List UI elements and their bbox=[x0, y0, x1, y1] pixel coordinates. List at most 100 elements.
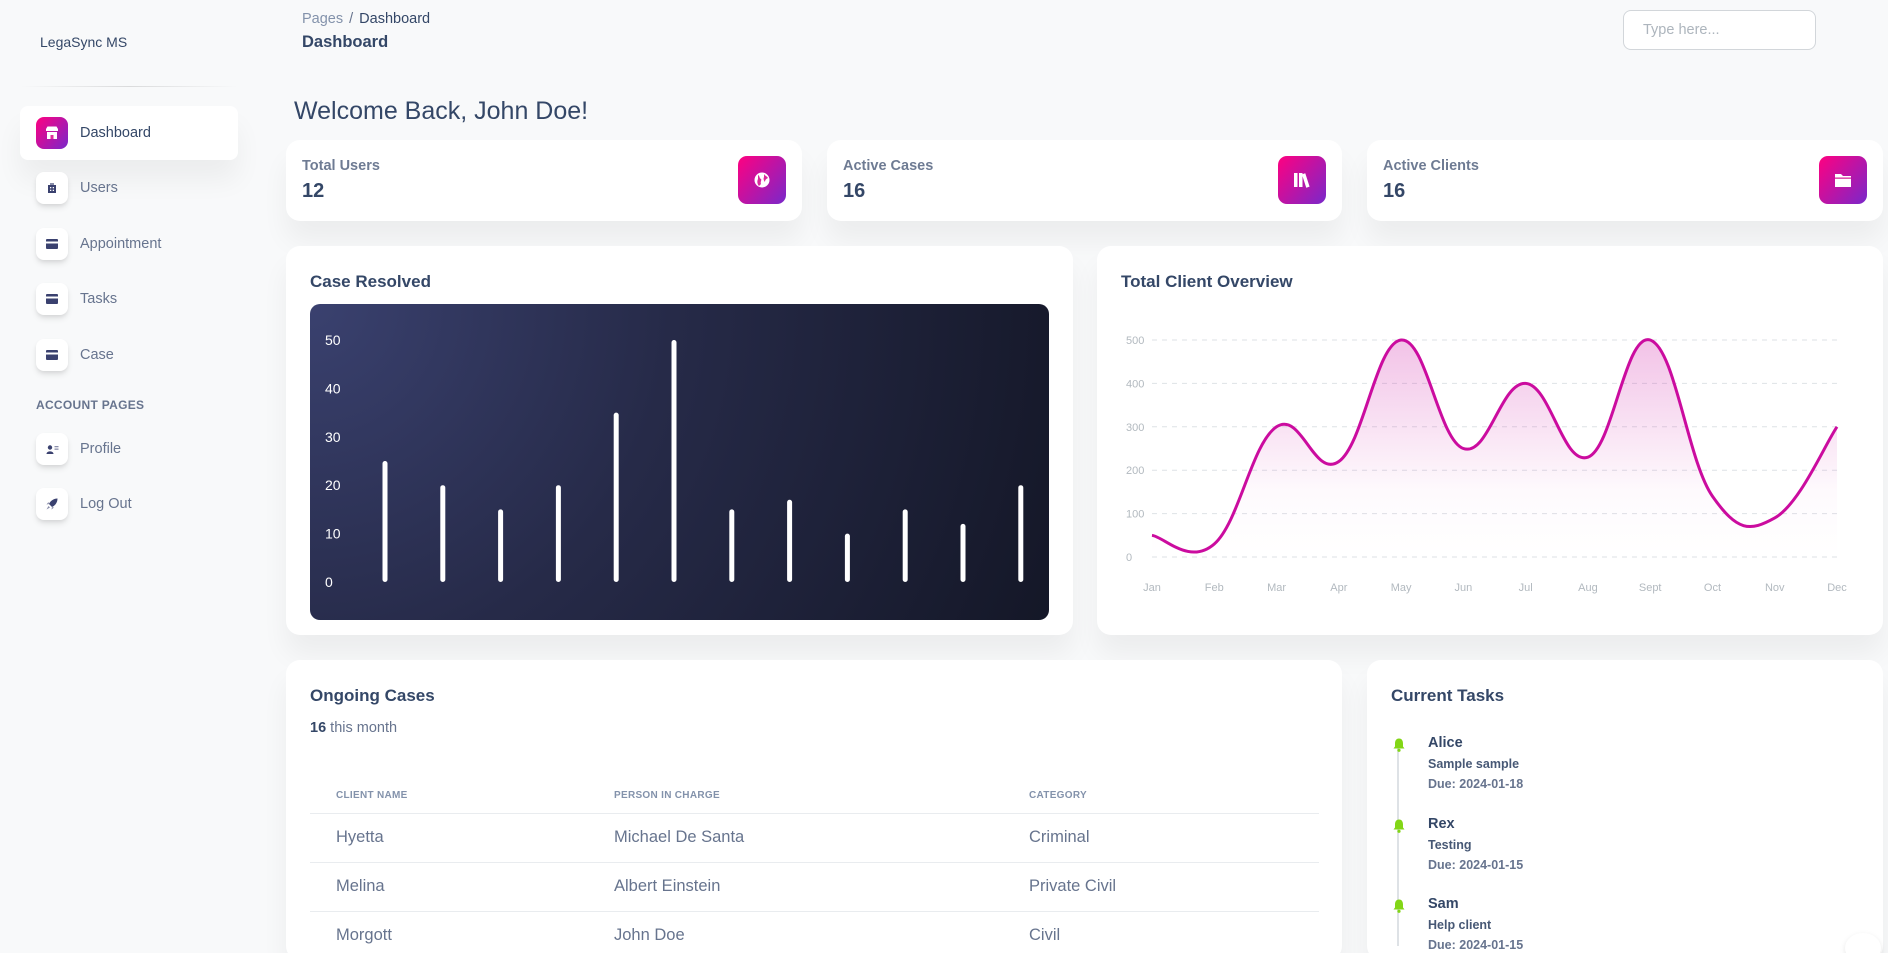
stat-card-total-users: Total Users 12 bbox=[286, 140, 802, 221]
x-tick-label: Sept bbox=[1639, 582, 1662, 594]
chart-title: Case Resolved bbox=[310, 272, 431, 291]
column-header: CLIENT NAME bbox=[310, 774, 588, 814]
x-tick-label: Aug bbox=[1578, 582, 1598, 594]
bar bbox=[1018, 485, 1024, 582]
case-resolved-card: Case Resolved 0 10 20 30 40 50 bbox=[286, 246, 1073, 635]
credit-card-icon bbox=[36, 339, 68, 371]
person-in-charge-cell: Albert Einstein bbox=[588, 862, 1003, 912]
bar bbox=[498, 509, 504, 582]
y-tick-label: 200 bbox=[1126, 465, 1144, 477]
page-title: Dashboard bbox=[302, 33, 389, 51]
folder-icon bbox=[1819, 156, 1867, 204]
category-cell: Civil bbox=[1003, 911, 1319, 953]
sidebar-item-label: Users bbox=[80, 180, 118, 196]
sidebar-item-label: Dashboard bbox=[80, 125, 151, 141]
task-due-date: Due: 2024-01-18 bbox=[1428, 777, 1524, 791]
bar bbox=[787, 499, 793, 582]
task-description: Help client bbox=[1428, 918, 1492, 932]
stat-label: Total Users bbox=[302, 158, 380, 174]
task-name: Rex bbox=[1428, 816, 1455, 832]
table-row[interactable]: Melina Albert Einstein Private Civil bbox=[310, 862, 1319, 912]
x-tick-label: Nov bbox=[1765, 582, 1785, 594]
table-header-row: CLIENT NAME PERSON IN CHARGE CATEGORY bbox=[310, 774, 1319, 814]
client-overview-card: Total Client Overview 0 100 200 300 400 500 Ja… bbox=[1097, 246, 1883, 635]
breadcrumb-current: Dashboard bbox=[359, 11, 431, 27]
y-tick-label: 400 bbox=[1126, 378, 1144, 390]
cases-count-suffix: this month bbox=[330, 720, 398, 736]
client-name-cell: Morgott bbox=[310, 911, 588, 953]
office-icon bbox=[36, 172, 68, 204]
column-header: PERSON IN CHARGE bbox=[588, 774, 1003, 814]
sidebar-item-profile[interactable]: Profile bbox=[20, 422, 238, 476]
cases-title: Ongoing Cases bbox=[310, 686, 435, 705]
rocket-icon bbox=[36, 488, 68, 520]
sidebar-item-case[interactable]: Case bbox=[20, 328, 238, 382]
sidebar-item-label: Case bbox=[80, 347, 114, 363]
cases-count-text: 16 this month bbox=[310, 720, 397, 736]
x-tick-label: Dec bbox=[1827, 582, 1847, 594]
task-description: Testing bbox=[1428, 838, 1472, 852]
x-tick-label: Jun bbox=[1454, 582, 1472, 594]
task-name: Alice bbox=[1428, 735, 1463, 751]
breadcrumb-root[interactable]: Pages bbox=[302, 11, 344, 27]
bell-icon bbox=[1393, 738, 1405, 752]
task-due-date: Due: 2024-01-15 bbox=[1428, 858, 1524, 872]
bar bbox=[671, 340, 677, 582]
task-description: Sample sample bbox=[1428, 757, 1520, 771]
area-fill bbox=[1152, 339, 1837, 557]
stat-value: 12 bbox=[302, 180, 325, 202]
floating-config-button[interactable] bbox=[1845, 933, 1881, 953]
table-row[interactable]: Morgott John Doe Civil bbox=[310, 911, 1319, 953]
sidebar-item-users[interactable]: Users bbox=[20, 161, 238, 215]
brand-name[interactable]: LegaSync MS bbox=[40, 34, 128, 50]
sidebar-item-tasks[interactable]: Tasks bbox=[20, 272, 238, 326]
cases-table: CLIENT NAME PERSON IN CHARGE CATEGORY Hy… bbox=[310, 774, 1319, 953]
case-resolved-chart: 0 10 20 30 40 50 bbox=[310, 304, 1049, 620]
search-input[interactable] bbox=[1623, 10, 1816, 50]
category-cell: Criminal bbox=[1003, 813, 1319, 863]
person-in-charge-cell: Michael De Santa bbox=[588, 813, 1003, 863]
sidebar-item-appointment[interactable]: Appointment bbox=[20, 217, 238, 271]
chart-title: Total Client Overview bbox=[1121, 272, 1293, 291]
sidebar-item-label: Profile bbox=[80, 441, 122, 457]
bar bbox=[440, 485, 446, 582]
table-row[interactable]: Hyetta Michael De Santa Criminal bbox=[310, 813, 1319, 863]
credit-card-icon bbox=[36, 228, 68, 260]
y-tick-label: 30 bbox=[325, 429, 341, 445]
stat-label: Active Cases bbox=[843, 158, 934, 174]
x-tick-label: May bbox=[1391, 582, 1412, 594]
bell-icon bbox=[1393, 819, 1405, 833]
x-tick-label: Mar bbox=[1267, 582, 1286, 594]
profile-card-icon bbox=[36, 433, 68, 465]
client-name-cell: Hyetta bbox=[310, 813, 588, 863]
bell-icon bbox=[1393, 899, 1405, 913]
bar bbox=[613, 412, 619, 582]
x-tick-label: Jul bbox=[1519, 582, 1533, 594]
ongoing-cases-card: Ongoing Cases 16 this month CLIENT NAME … bbox=[286, 660, 1342, 953]
line-chart-svg: 0 100 200 300 400 500 Jan Feb Mar Apr May Jun Jul Aug… bbox=[1126, 335, 1847, 594]
credit-card-icon bbox=[36, 283, 68, 315]
y-tick-label: 20 bbox=[325, 477, 341, 493]
sidebar-item-logout[interactable]: Log Out bbox=[20, 477, 238, 531]
stat-card-active-clients: Active Clients 16 bbox=[1367, 140, 1883, 221]
sidebar-item-label: Tasks bbox=[80, 291, 118, 307]
y-tick-label: 0 bbox=[1126, 552, 1132, 564]
sidebar-item-label: Log Out bbox=[80, 496, 132, 512]
bar bbox=[382, 461, 388, 582]
stat-label: Active Clients bbox=[1383, 158, 1479, 174]
library-icon bbox=[1278, 156, 1326, 204]
bar bbox=[902, 509, 908, 582]
sidebar-item-dashboard[interactable]: Dashboard bbox=[20, 106, 238, 160]
y-tick-label: 10 bbox=[325, 526, 341, 542]
column-header: CATEGORY bbox=[1003, 774, 1319, 814]
breadcrumb-separator: / bbox=[349, 11, 354, 27]
sidebar-item-label: Appointment bbox=[80, 236, 162, 252]
globe-icon bbox=[738, 156, 786, 204]
y-tick-label: 50 bbox=[325, 332, 341, 348]
bar bbox=[844, 533, 850, 582]
person-in-charge-cell: John Doe bbox=[588, 911, 1003, 953]
y-tick-label: 100 bbox=[1126, 509, 1144, 521]
client-name-cell: Melina bbox=[310, 862, 588, 912]
bar-chart-svg: 0 10 20 30 40 50 bbox=[325, 332, 1024, 590]
y-tick-label: 500 bbox=[1126, 335, 1144, 347]
